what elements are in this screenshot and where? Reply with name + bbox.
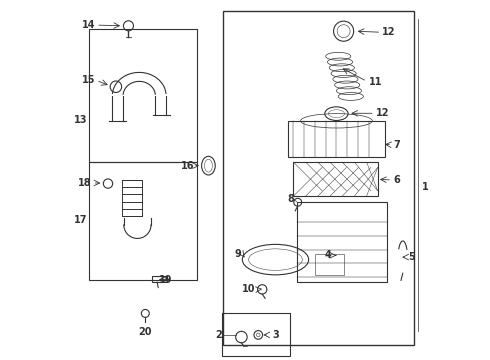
Bar <box>89 162 196 280</box>
Text: 17: 17 <box>74 215 87 225</box>
Text: 8: 8 <box>287 194 294 204</box>
Bar <box>288 121 385 157</box>
Bar <box>223 12 414 345</box>
Bar <box>221 313 290 356</box>
Text: 12: 12 <box>376 108 390 118</box>
Text: 20: 20 <box>139 327 152 337</box>
Text: 10: 10 <box>242 284 256 294</box>
Bar <box>315 253 343 275</box>
Text: 7: 7 <box>393 140 400 150</box>
Text: 5: 5 <box>408 252 415 262</box>
Text: 4: 4 <box>325 250 332 260</box>
Text: 13: 13 <box>74 115 87 125</box>
Bar <box>297 202 387 282</box>
Text: 19: 19 <box>159 275 172 285</box>
Text: 1: 1 <box>422 182 429 192</box>
Bar <box>89 30 196 162</box>
Text: 3: 3 <box>272 330 279 340</box>
Text: 6: 6 <box>393 175 400 185</box>
Text: 11: 11 <box>368 77 382 87</box>
Text: 12: 12 <box>382 27 396 37</box>
Bar <box>152 276 167 282</box>
Text: 15: 15 <box>82 75 95 85</box>
Text: 16: 16 <box>181 161 194 171</box>
Text: 18: 18 <box>78 178 92 188</box>
Bar <box>294 162 378 196</box>
Text: 2: 2 <box>215 330 222 340</box>
Text: 9: 9 <box>235 248 242 258</box>
Text: 14: 14 <box>82 20 95 30</box>
Bar <box>122 180 142 216</box>
